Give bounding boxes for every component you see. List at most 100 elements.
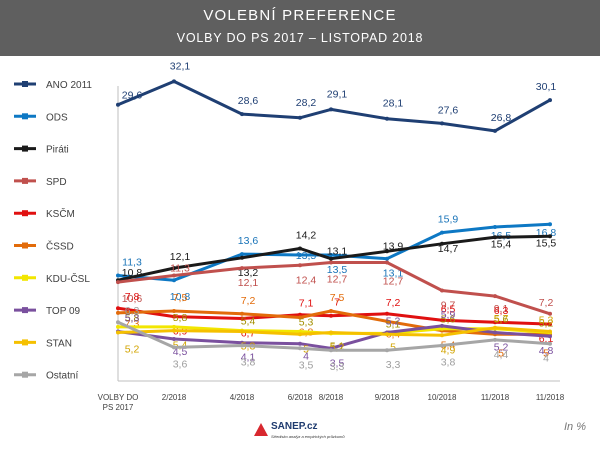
legend-label: STAN: [46, 338, 72, 349]
data-label: 3,8: [441, 357, 456, 369]
data-point: [493, 225, 497, 229]
data-label: 11,3: [122, 257, 142, 269]
data-point: [240, 340, 244, 345]
data-label: 5,1: [386, 318, 401, 330]
logo-triangle-icon: [254, 423, 268, 436]
data-point: [329, 309, 333, 313]
data-point: [385, 332, 389, 337]
legend-label: SPD: [46, 177, 67, 188]
legend-label: KDU-ČSL: [46, 272, 90, 285]
data-point: [116, 330, 120, 335]
legend-label: ANO 2011: [46, 80, 92, 91]
data-label: 5,4: [241, 316, 256, 328]
data-label: 5,7: [494, 313, 509, 325]
data-point: [493, 337, 497, 342]
data-label: 28,6: [238, 95, 259, 107]
data-label: 29,1: [327, 88, 348, 100]
data-point: [440, 121, 444, 126]
data-label: 4,5: [173, 346, 188, 358]
legend-marker: [22, 339, 28, 346]
data-point: [548, 98, 552, 103]
x-tick-label: 9/2018: [375, 393, 400, 402]
data-label: 7,5: [173, 292, 188, 304]
data-label: 5,2: [539, 318, 554, 330]
data-label: 3,5: [299, 359, 314, 371]
data-label: 5,6: [441, 314, 456, 326]
data-label: 3,3: [386, 359, 401, 371]
data-label: 27,6: [438, 104, 459, 116]
data-point: [298, 332, 302, 337]
x-tick-label: 4/2018: [230, 393, 255, 402]
data-point: [116, 102, 120, 107]
x-tick-label: 11/2018: [481, 393, 510, 402]
data-point: [329, 256, 333, 261]
data-point: [298, 246, 302, 251]
legend-marker: [22, 145, 28, 152]
data-point: [172, 266, 176, 271]
data-point: [172, 273, 176, 278]
data-point: [240, 343, 244, 348]
data-label: 7,1: [299, 298, 314, 310]
data-point: [440, 230, 444, 235]
data-label: 6,3: [494, 305, 509, 317]
data-point: [385, 319, 389, 324]
data-label: 9,7: [441, 300, 456, 312]
data-point: [548, 222, 552, 227]
data-point: [548, 341, 552, 346]
data-label: 4: [543, 353, 549, 365]
data-label: 4,9: [441, 344, 456, 356]
legend-label: TOP 09: [46, 306, 81, 317]
sanep-logo: SANEP.cz Středisko analýz a empirických …: [254, 420, 364, 446]
legend-marker: [22, 274, 28, 281]
x-tick-label: 11/2018: [536, 393, 565, 402]
data-point: [493, 235, 497, 240]
data-point: [329, 348, 333, 353]
data-label: 32,1: [170, 60, 191, 72]
data-point: [298, 346, 302, 351]
data-label: 5,9: [441, 309, 456, 321]
data-point: [116, 280, 120, 285]
x-tick-label: 2/2018: [162, 393, 187, 402]
data-label: 12,7: [383, 276, 404, 288]
data-point: [440, 241, 444, 246]
data-point: [385, 260, 389, 265]
data-point: [298, 253, 302, 257]
x-tick-label: 6/2018: [288, 393, 313, 402]
data-point: [548, 234, 552, 239]
data-label: 10,6: [122, 293, 143, 305]
data-label: 5,3: [539, 315, 554, 327]
legend-marker: [22, 177, 28, 184]
data-label: 28,1: [383, 98, 404, 110]
legend-label: ODS: [46, 112, 68, 123]
data-point: [116, 324, 120, 329]
data-point: [298, 115, 302, 120]
data-label: 30,1: [536, 81, 557, 93]
data-point: [329, 253, 333, 257]
data-label: 12,7: [327, 274, 348, 286]
data-point: [385, 249, 389, 254]
data-point: [116, 310, 120, 315]
data-label: 11,3: [170, 263, 190, 275]
data-point: [240, 266, 244, 271]
data-point: [493, 128, 497, 133]
legend-label: Piráti: [46, 145, 69, 156]
data-label: 14,2: [296, 230, 317, 242]
legend-marker: [22, 210, 28, 217]
data-point: [172, 345, 176, 350]
data-label: 26,8: [491, 112, 512, 124]
data-point: [548, 311, 552, 316]
data-label: 14,7: [438, 243, 459, 255]
data-label: 7,2: [241, 295, 256, 307]
data-point: [172, 324, 176, 329]
data-label: 5,8: [173, 312, 188, 324]
data-point: [548, 334, 552, 339]
data-point: [240, 316, 244, 321]
data-point: [493, 330, 497, 335]
data-label: 15,9: [438, 214, 459, 226]
data-point: [172, 328, 176, 333]
data-point: [493, 320, 497, 325]
legend-label: KSČM: [46, 207, 75, 220]
data-label: 3,3: [330, 361, 345, 373]
data-point: [440, 323, 444, 328]
